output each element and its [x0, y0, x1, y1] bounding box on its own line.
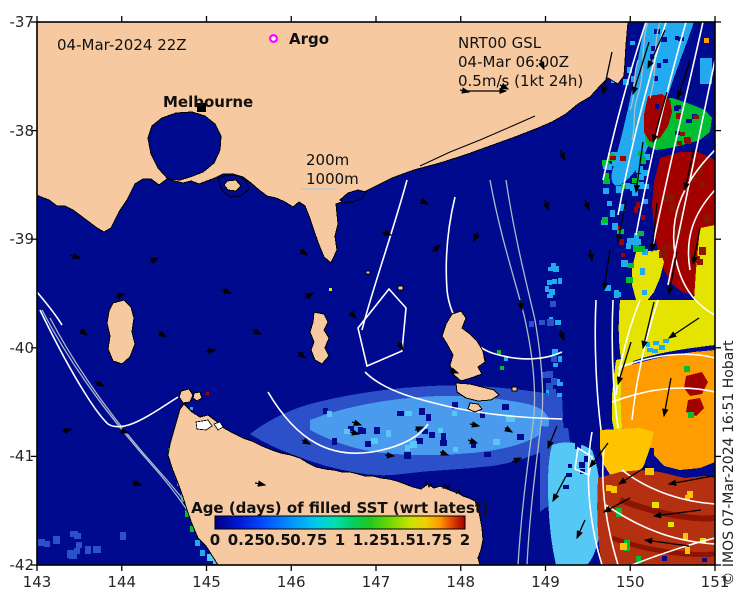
analysis-date-label: 04-Mar-2024 22Z — [57, 36, 187, 54]
depth-200m-label: 200m — [306, 151, 350, 169]
gsl-contours — [37, 22, 715, 565]
y-tick-label: -37 — [9, 13, 35, 31]
gsl-info-block: NRT00 GSL 04-Mar 06:00Z 0.5m/s (1kt 24h) — [458, 34, 583, 91]
x-tick-label: 150 — [615, 573, 645, 591]
port-phillip-bay — [147, 111, 222, 181]
flinders-island — [441, 310, 486, 382]
coastal-details — [419, 115, 536, 495]
corner-inlet — [339, 189, 367, 204]
kent-group-islet — [397, 285, 404, 291]
colorbar-tick-label: 1.25 — [352, 531, 390, 549]
colorbar-tick-label: 0.25 — [227, 531, 265, 549]
copyright-watermark: © IMOS 07-Mar-2024 16:51 Hobart — [721, 340, 737, 586]
y-tick-label: -39 — [9, 230, 35, 249]
x-tick-label: 146 — [276, 573, 306, 591]
colorbar-tick-label: 1 — [334, 531, 346, 549]
hogan-group-islet — [365, 270, 371, 275]
x-tick-label: 145 — [192, 573, 221, 591]
gsl-speed-scale: 0.5m/s (1kt 24h) — [458, 72, 584, 90]
clarke-island — [467, 402, 483, 413]
cape-barren-island — [455, 382, 500, 402]
land-victoria — [37, 22, 629, 264]
y-tick-label: -38 — [9, 121, 35, 140]
islet-east — [511, 386, 518, 392]
hunter-island — [178, 388, 194, 404]
colorbar — [214, 515, 466, 530]
french-island — [223, 179, 242, 192]
x-tick-label: 144 — [107, 573, 137, 591]
axis-ticks — [31, 16, 721, 571]
y-tick-label: -42 — [9, 556, 35, 574]
gsl-datetime: 04-Mar 06:00Z — [458, 53, 570, 71]
colorbar-tick-label: 1.75 — [415, 531, 453, 549]
current-vector-arrows — [61, 29, 714, 547]
colorbar-tick-label: 0 — [209, 531, 221, 549]
x-tick-label: 151 — [700, 573, 730, 591]
colorbar-tick-label: 0.5 — [264, 531, 291, 549]
islet-white-2 — [213, 421, 224, 431]
argo-float-marker — [269, 33, 279, 43]
x-tick-label: 148 — [446, 573, 476, 591]
x-tick-label: 149 — [531, 573, 560, 591]
colorbar-tick-label: 2 — [459, 531, 471, 549]
y-tick-label: -40 — [9, 338, 35, 357]
curtis-group-island — [309, 311, 330, 365]
x-tick-label: 147 — [361, 573, 391, 591]
x-tick-label: 143 — [22, 573, 52, 591]
gsl-product-name: NRT00 GSL — [458, 34, 542, 52]
colorbar-title: Age (days) of filled SST (wrt latest) — [191, 499, 489, 517]
argo-label: Argo — [289, 30, 330, 48]
colorbar-tick-label: 0.75 — [290, 531, 328, 549]
king-island — [106, 299, 136, 365]
depth-1000m-label: 1000m — [306, 170, 359, 188]
sst-age-patches — [38, 22, 715, 565]
colorbar-tick-label: 1.5 — [389, 531, 416, 549]
robbins-islet-white — [195, 419, 213, 431]
melbourne-city-marker — [197, 103, 206, 112]
melbourne-label: Melbourne — [163, 93, 254, 111]
three-hummock-island — [192, 391, 203, 402]
plot-frame — [36, 21, 716, 566]
y-tick-label: -41 — [9, 447, 35, 466]
